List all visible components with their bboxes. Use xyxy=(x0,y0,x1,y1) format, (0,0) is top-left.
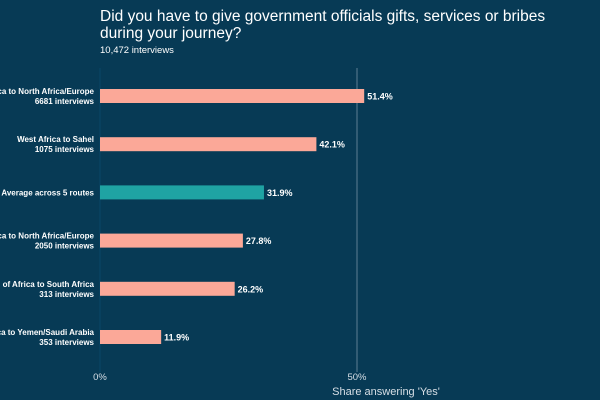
bar-2 xyxy=(100,185,264,200)
category-sublabel-1: 1075 interviews xyxy=(35,145,95,154)
value-label-4: 26.2% xyxy=(238,284,264,294)
bar-3 xyxy=(100,233,243,248)
value-label-0: 51.4% xyxy=(367,92,393,102)
chart-title-line-2: during your journey? xyxy=(100,25,242,42)
category-label-2: Average across 5 routes xyxy=(1,188,94,197)
x-tick-50: 50% xyxy=(347,372,367,383)
x-tick-0: 0% xyxy=(93,372,107,383)
category-sublabel-0: 6681 interviews xyxy=(35,97,95,106)
bar-0 xyxy=(100,89,365,103)
value-label-1: 42.1% xyxy=(319,140,345,150)
bar-5 xyxy=(100,330,162,344)
value-label-2: 31.9% xyxy=(267,188,293,198)
category-sublabel-3: 2050 interviews xyxy=(35,242,95,251)
x-axis-label: Share answering 'Yes' xyxy=(332,386,440,398)
value-label-3: 27.8% xyxy=(246,236,272,246)
bar-4 xyxy=(100,281,235,296)
chart-subtitle: 10,472 interviews xyxy=(100,45,174,56)
bar-1 xyxy=(100,137,317,152)
category-label-1: West Africa to Sahel xyxy=(17,135,94,144)
category-label-3: ca to North Africa/Europe xyxy=(0,232,95,241)
category-label-0: ca to North Africa/Europe xyxy=(0,87,95,96)
chart-title-line-1: Did you have to give government official… xyxy=(100,8,545,25)
value-label-5: 11.9% xyxy=(164,333,189,343)
category-sublabel-5: 353 interviews xyxy=(39,338,94,347)
category-sublabel-4: 313 interviews xyxy=(39,290,94,299)
category-label-5: ca to Yemen/Saudi Arabia xyxy=(0,328,95,337)
category-label-4: n of Africa to South Africa xyxy=(0,280,95,289)
